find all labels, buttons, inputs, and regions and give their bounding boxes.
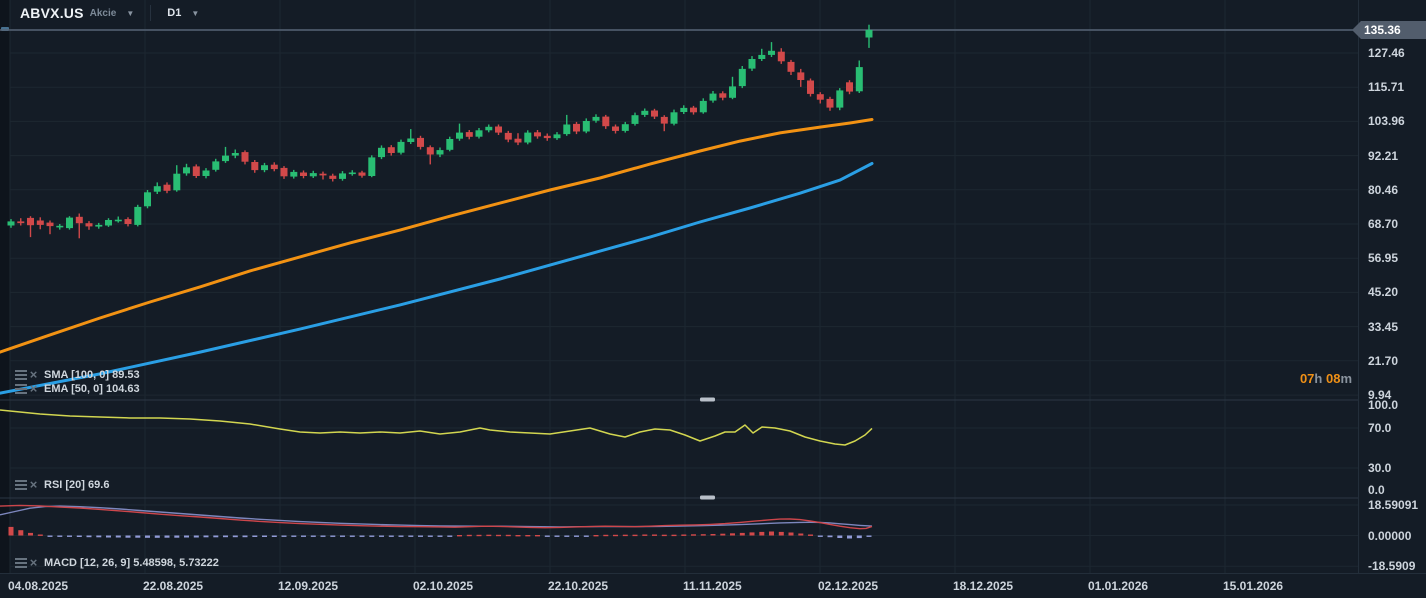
- time-axis[interactable]: 04.08.2025 22.08.2025 12.09.2025 02.10.2025…: [0, 573, 1426, 598]
- price-tick: 18.59091: [1368, 498, 1419, 512]
- symbol-name: ABVX.US: [20, 5, 84, 21]
- price-tick: 70.0: [1368, 421, 1392, 435]
- time-tick: 02.10.2025: [413, 579, 474, 593]
- legend-macd: × MACD [12, 26, 9] 5.48598, 5.73222: [14, 556, 219, 570]
- macd-settings-icon[interactable]: [14, 557, 27, 569]
- time-tick: 22.08.2025: [143, 579, 204, 593]
- instrument-type-label: Akcie: [89, 7, 117, 19]
- sma-label: SMA [100, 0] 89.53: [44, 369, 140, 381]
- timeframe-caret-icon[interactable]: ▼: [191, 8, 200, 18]
- price-tick: 45.20: [1368, 285, 1399, 300]
- price-tick: 68.70: [1368, 217, 1399, 232]
- legend-ema: × EMA [50, 0] 104.63: [14, 382, 140, 396]
- macd-label: MACD [12, 26, 9] 5.48598, 5.73222: [44, 557, 219, 569]
- price-tick: -18.5909: [1368, 559, 1416, 574]
- header-divider: [150, 5, 152, 21]
- time-tick: 01.01.2026: [1088, 579, 1149, 593]
- sma100-line[interactable]: [0, 162, 874, 395]
- ema-label: EMA [50, 0] 104.63: [44, 383, 140, 395]
- timeframe-selector[interactable]: D1: [167, 7, 182, 19]
- price-tick: 56.95: [1368, 251, 1399, 266]
- sma-remove-icon[interactable]: ×: [29, 367, 38, 382]
- price-tick: 21.70: [1368, 353, 1399, 368]
- macd-line[interactable]: [0, 504, 873, 530]
- macd-signal-line[interactable]: [0, 505, 873, 528]
- collapsed-sidebar-strip: [0, 0, 10, 573]
- price-tick: 127.46: [1368, 46, 1405, 60]
- rsi-line[interactable]: [0, 409, 873, 446]
- ema-settings-icon[interactable]: [14, 383, 27, 395]
- time-tick: 04.08.2025: [8, 579, 69, 593]
- price-tick: 0.00000: [1368, 528, 1412, 543]
- chart-canvas[interactable]: [0, 0, 1358, 573]
- sma-settings-icon[interactable]: [14, 369, 27, 381]
- time-tick: 11.11.2025: [683, 579, 742, 593]
- price-tick: 33.45: [1368, 319, 1399, 334]
- legend-sma: × SMA [100, 0] 89.53: [14, 368, 140, 382]
- symbol-dropdown-caret-icon[interactable]: ▼: [126, 8, 135, 18]
- rsi-remove-icon[interactable]: ×: [29, 477, 38, 492]
- macd-remove-icon[interactable]: ×: [29, 555, 38, 570]
- chart-header: ABVX.US Akcie ▼ D1 ▼: [0, 0, 199, 26]
- ema50-line[interactable]: [0, 118, 874, 354]
- price-tick: 9.94: [1368, 388, 1392, 403]
- candle-countdown-timer: 07h 08m: [1299, 371, 1352, 386]
- price-tick: 80.46: [1368, 182, 1399, 197]
- price-tick: 103.96: [1368, 114, 1405, 129]
- panel-resize-handle[interactable]: [700, 495, 715, 500]
- panel-resize-handle[interactable]: [700, 397, 715, 402]
- time-tick: 15.01.2026: [1223, 579, 1284, 593]
- price-tick: 0.0: [1368, 483, 1385, 497]
- price-tick: 115.71: [1368, 80, 1405, 95]
- price-tick: 92.21: [1368, 148, 1399, 163]
- ema-remove-icon[interactable]: ×: [29, 381, 38, 396]
- time-tick: 22.10.2025: [548, 579, 609, 593]
- candlestick-series[interactable]: [7, 24, 873, 239]
- macd-histogram[interactable]: [8, 526, 872, 539]
- time-tick: 02.12.2025: [818, 579, 879, 593]
- current-price-tag: 135.36: [1352, 21, 1426, 39]
- price-tick: 30.0: [1368, 461, 1392, 475]
- time-tick: 18.12.2025: [953, 579, 1014, 593]
- price-tick: 100.0: [1368, 398, 1399, 412]
- time-tick: 12.09.2025: [278, 579, 339, 593]
- legend-rsi: × RSI [20] 69.6: [14, 478, 109, 492]
- price-axis[interactable]: 135.36 127.46 115.71 103.96 92.21 80.46 68.70…: [1352, 0, 1426, 574]
- rsi-label: RSI [20] 69.6: [44, 479, 110, 491]
- rsi-settings-icon[interactable]: [14, 479, 27, 491]
